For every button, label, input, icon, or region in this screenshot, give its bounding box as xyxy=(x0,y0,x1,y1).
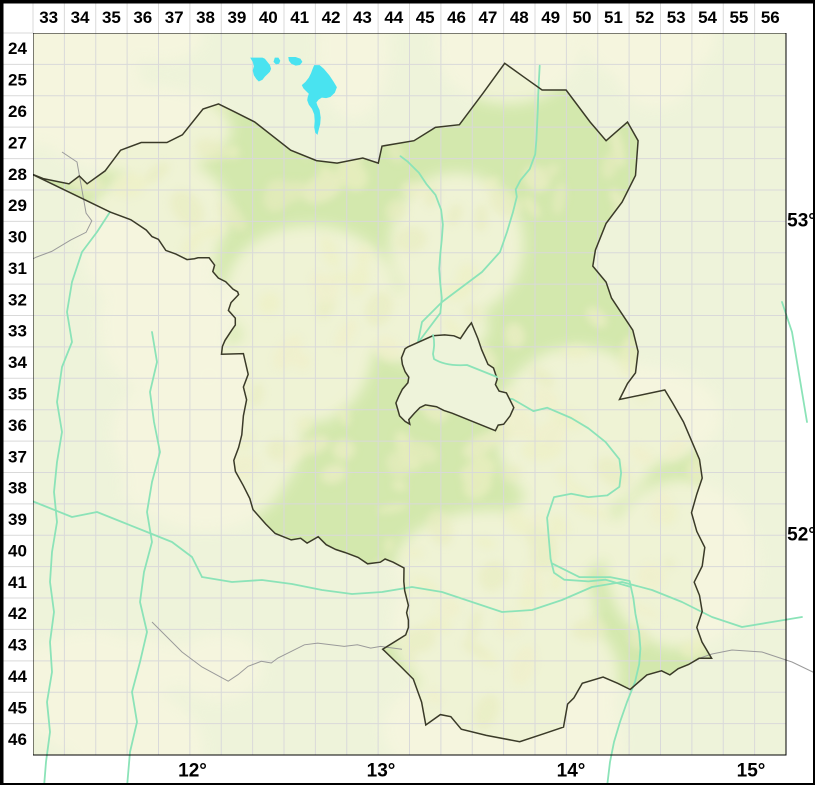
svg-text:42: 42 xyxy=(8,604,27,623)
svg-text:54: 54 xyxy=(698,8,717,27)
svg-text:50: 50 xyxy=(573,8,592,27)
svg-text:33: 33 xyxy=(39,8,58,27)
svg-text:44: 44 xyxy=(8,667,27,686)
svg-text:52: 52 xyxy=(635,8,654,27)
svg-text:32: 32 xyxy=(8,290,27,309)
svg-text:43: 43 xyxy=(8,636,27,655)
svg-text:45: 45 xyxy=(8,698,27,717)
svg-text:42: 42 xyxy=(322,8,341,27)
svg-text:48: 48 xyxy=(510,8,529,27)
svg-text:49: 49 xyxy=(541,8,560,27)
svg-text:31: 31 xyxy=(8,259,27,278)
svg-text:53: 53 xyxy=(667,8,686,27)
svg-text:35: 35 xyxy=(102,8,121,27)
svg-text:39: 39 xyxy=(227,8,246,27)
svg-text:38: 38 xyxy=(8,479,27,498)
svg-text:28: 28 xyxy=(8,165,27,184)
svg-text:15°: 15° xyxy=(737,761,766,782)
svg-text:46: 46 xyxy=(8,730,27,749)
svg-text:44: 44 xyxy=(384,8,403,27)
svg-text:35: 35 xyxy=(8,385,27,404)
svg-text:51: 51 xyxy=(604,8,623,27)
svg-text:12°: 12° xyxy=(178,761,207,782)
svg-text:13°: 13° xyxy=(367,761,396,782)
svg-text:47: 47 xyxy=(478,8,497,27)
svg-text:43: 43 xyxy=(353,8,372,27)
svg-text:39: 39 xyxy=(8,510,27,529)
svg-text:14°: 14° xyxy=(557,761,586,782)
svg-text:37: 37 xyxy=(8,447,27,466)
svg-text:41: 41 xyxy=(290,8,309,27)
svg-text:33: 33 xyxy=(8,322,27,341)
svg-text:38: 38 xyxy=(196,8,215,27)
svg-text:45: 45 xyxy=(416,8,435,27)
svg-text:37: 37 xyxy=(165,8,184,27)
svg-text:30: 30 xyxy=(8,228,27,247)
svg-text:27: 27 xyxy=(8,133,27,152)
svg-text:53°: 53° xyxy=(787,211,815,232)
svg-text:52°: 52° xyxy=(787,525,815,546)
svg-text:46: 46 xyxy=(447,8,466,27)
svg-text:56: 56 xyxy=(761,8,780,27)
svg-text:36: 36 xyxy=(133,8,152,27)
svg-text:36: 36 xyxy=(8,416,27,435)
svg-text:34: 34 xyxy=(71,8,90,27)
svg-text:55: 55 xyxy=(729,8,748,27)
svg-text:29: 29 xyxy=(8,196,27,215)
svg-text:25: 25 xyxy=(8,71,27,90)
svg-text:26: 26 xyxy=(8,102,27,121)
svg-text:34: 34 xyxy=(8,353,27,372)
svg-text:40: 40 xyxy=(8,541,27,560)
svg-text:24: 24 xyxy=(8,39,27,58)
svg-text:40: 40 xyxy=(259,8,278,27)
svg-text:41: 41 xyxy=(8,573,27,592)
